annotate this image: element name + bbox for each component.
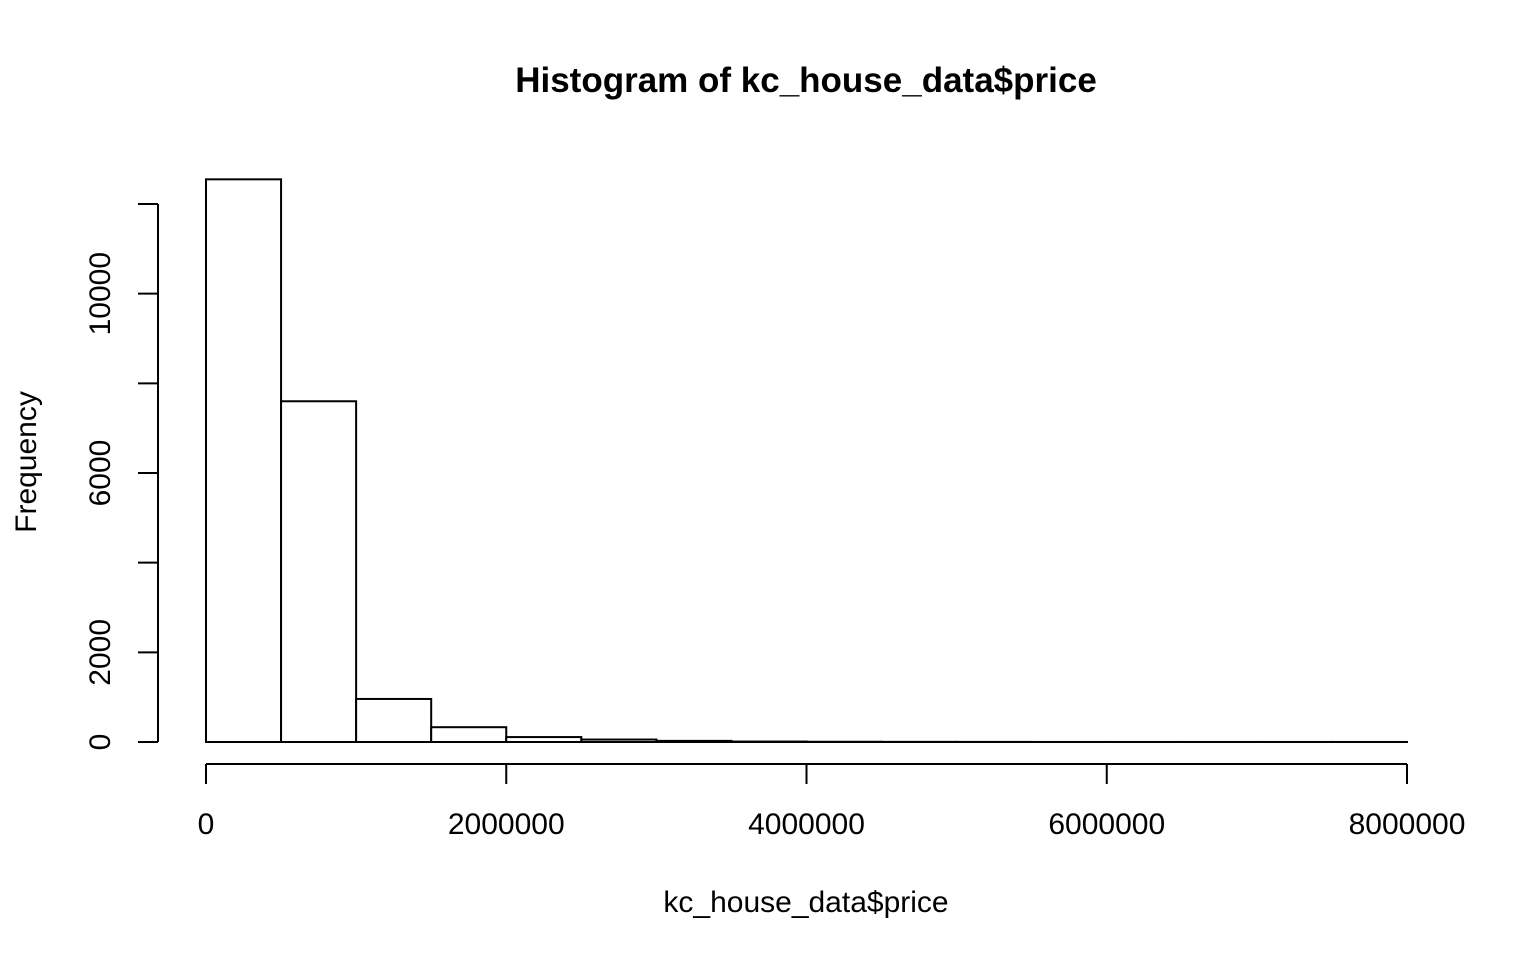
histogram-bar-3 xyxy=(430,726,508,744)
y-tick-label: 2000 xyxy=(84,619,117,686)
x-tick-label: 4000000 xyxy=(748,808,865,841)
histogram-bar-1 xyxy=(280,400,358,743)
y-tick-label: 6000 xyxy=(84,440,117,507)
histogram-bar-5 xyxy=(580,738,658,744)
x-tick-label: 6000000 xyxy=(1048,808,1165,841)
y-tick-label: 10000 xyxy=(84,252,117,335)
y-axis-label: Frequency xyxy=(10,391,43,533)
histogram-bar-0 xyxy=(205,178,283,743)
chart-title: Histogram of kc_house_data$price xyxy=(515,61,1097,100)
histogram-bar-2 xyxy=(355,697,433,744)
x-tick-label: 0 xyxy=(198,808,215,841)
histogram-bar-6 xyxy=(655,739,733,743)
x-axis: 0 2000000 4000000 6000000 8000000 xyxy=(198,763,1466,841)
x-axis-label: kc_house_data$price xyxy=(663,886,948,919)
bars-group xyxy=(205,178,1408,744)
x-tick-label: 2000000 xyxy=(448,808,565,841)
y-tick-label: 0 xyxy=(84,734,117,751)
y-axis: 0 2000 6000 10000 xyxy=(84,203,159,751)
x-tick-label: 8000000 xyxy=(1349,808,1466,841)
histogram-bar-4 xyxy=(505,736,583,744)
